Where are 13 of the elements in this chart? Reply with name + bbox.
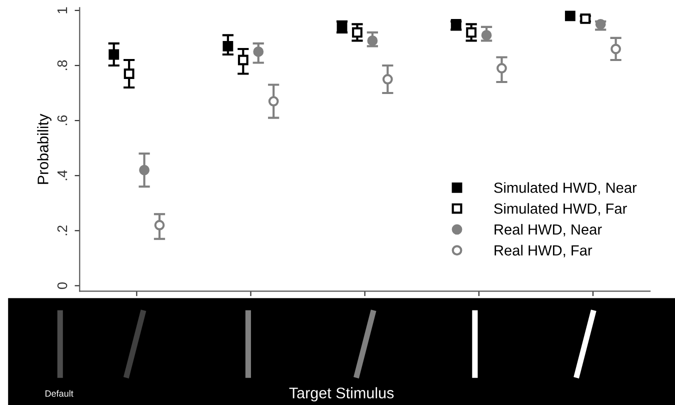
text: Default bbox=[46, 390, 74, 397]
y-tick-label: .8 bbox=[57, 60, 68, 70]
y-tick-label: .2 bbox=[57, 226, 68, 236]
legend-label: Simulated HWD, Far bbox=[494, 203, 627, 216]
text: Target Stimulus bbox=[289, 387, 394, 402]
legend-label: Real HWD, Near bbox=[494, 224, 602, 236]
y-axis-title: Probability bbox=[37, 114, 52, 184]
legend-label: Simulated HWD, Near bbox=[494, 182, 637, 195]
y-tick-label: 1 bbox=[57, 7, 68, 14]
y-tick-label: .4 bbox=[57, 170, 68, 180]
y-tick-label: .6 bbox=[57, 115, 68, 126]
y-tick-label: 0 bbox=[57, 282, 68, 290]
legend-label: Real HWD, Far bbox=[494, 244, 592, 258]
